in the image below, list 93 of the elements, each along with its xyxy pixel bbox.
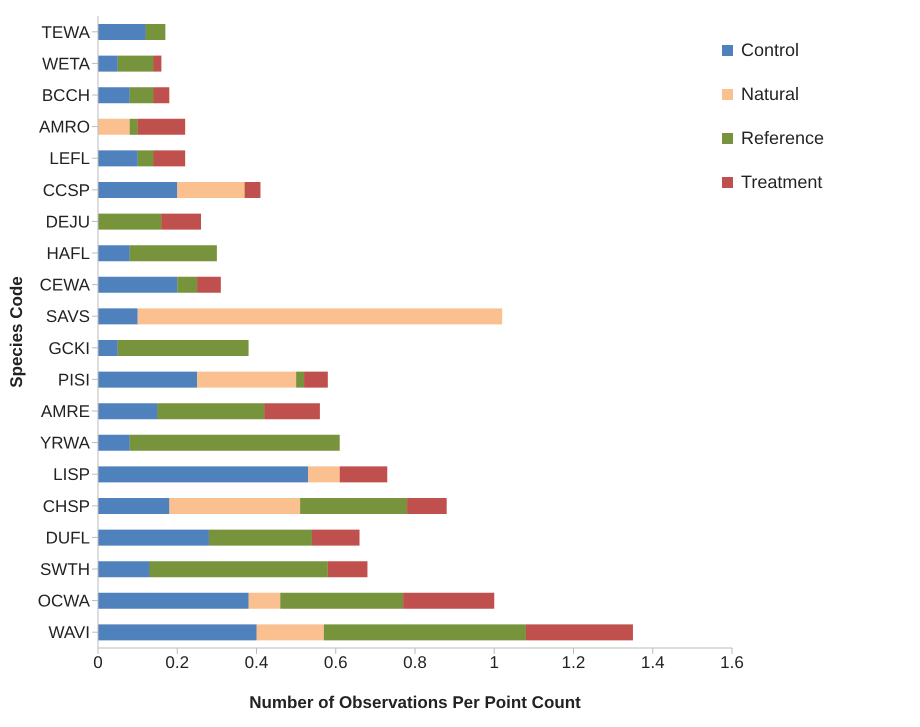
x-tick-label: 1.2 xyxy=(562,653,586,672)
bar xyxy=(98,24,146,40)
bar xyxy=(256,624,324,640)
x-tick-label: 1.4 xyxy=(640,653,665,672)
bar xyxy=(138,150,154,166)
bar xyxy=(296,372,304,388)
bar xyxy=(98,214,162,230)
bar xyxy=(208,530,312,546)
y-tick-label: WAVI xyxy=(48,623,90,642)
bar xyxy=(138,308,502,324)
y-tick-label: PISI xyxy=(58,370,90,390)
bar xyxy=(138,118,186,135)
y-tick-label: SAVS xyxy=(46,307,90,326)
bar xyxy=(177,182,245,198)
bar xyxy=(130,245,217,262)
y-tick-label: SWTH xyxy=(40,560,90,580)
y-tick-label: YRWA xyxy=(40,434,91,453)
legend-label: Reference xyxy=(741,128,824,148)
bar xyxy=(98,498,170,514)
y-tick-label: HAFL xyxy=(46,244,90,264)
bar xyxy=(118,56,154,72)
legend-label: Control xyxy=(741,40,800,60)
bar xyxy=(244,182,260,198)
bar xyxy=(98,592,249,609)
bar xyxy=(169,498,300,514)
bar xyxy=(153,150,186,166)
x-tick-label: 0.8 xyxy=(403,653,427,672)
bar xyxy=(98,56,118,72)
bar xyxy=(98,87,130,104)
bar xyxy=(407,498,447,514)
y-tick-label: LISP xyxy=(53,465,90,484)
bar xyxy=(280,592,404,609)
bar xyxy=(197,372,296,388)
bar xyxy=(98,245,130,262)
x-tick-label: 1.6 xyxy=(720,653,744,672)
bar xyxy=(118,340,249,356)
bar xyxy=(340,466,388,482)
bar xyxy=(98,403,158,420)
x-axis-title: Number of Observations Per Point Count xyxy=(249,693,582,712)
bar xyxy=(403,592,494,609)
bar xyxy=(98,434,130,451)
bar xyxy=(146,24,166,40)
bar xyxy=(98,150,138,166)
bar xyxy=(98,372,198,388)
bar xyxy=(98,118,130,135)
bar xyxy=(98,561,150,578)
bar xyxy=(248,592,280,609)
y-tick-label: DUFL xyxy=(46,528,90,548)
bar xyxy=(150,561,328,578)
bar xyxy=(98,466,308,482)
y-tick-label: DEJU xyxy=(46,212,90,232)
bar xyxy=(130,118,138,135)
bar xyxy=(304,372,328,388)
y-tick-label: TEWA xyxy=(42,22,91,42)
bar xyxy=(130,87,154,104)
y-tick-label: OCWA xyxy=(38,592,91,611)
y-tick-label: CCSP xyxy=(42,180,90,200)
bar xyxy=(153,87,170,104)
bar xyxy=(98,182,178,198)
bar xyxy=(98,530,209,546)
bar xyxy=(153,56,162,72)
y-tick-label: LEFL xyxy=(49,149,90,168)
bar xyxy=(98,276,178,293)
bar xyxy=(264,403,320,420)
bar xyxy=(526,624,633,640)
y-tick-label: CEWA xyxy=(40,276,91,295)
x-tick-label: 0.2 xyxy=(165,653,190,672)
bar xyxy=(300,498,408,514)
y-tick-label: WETA xyxy=(42,54,91,74)
x-tick-label: 0.6 xyxy=(324,653,348,672)
bar xyxy=(328,561,368,578)
bar xyxy=(157,403,264,420)
x-tick-label: 0 xyxy=(93,653,103,672)
y-axis-title: Species Code xyxy=(7,276,26,388)
y-tick-label: GCKI xyxy=(48,338,90,358)
y-tick-label: CHSP xyxy=(42,496,90,516)
bar xyxy=(161,214,202,230)
bar xyxy=(324,624,526,640)
bar xyxy=(98,624,256,640)
bar xyxy=(197,276,221,293)
x-tick-label: 0.4 xyxy=(244,653,268,672)
y-tick-label: BCCH xyxy=(42,86,90,106)
legend-label: Natural xyxy=(741,84,800,104)
bar xyxy=(98,308,138,324)
bar xyxy=(98,340,118,356)
y-tick-label: AMRO xyxy=(39,118,90,137)
bar xyxy=(177,276,198,293)
bar xyxy=(312,530,360,546)
bar xyxy=(308,466,340,482)
bar xyxy=(130,434,340,451)
x-tick-label: 1 xyxy=(490,653,499,672)
legend-label: Treatment xyxy=(741,172,822,192)
y-tick-label: AMRE xyxy=(40,402,90,422)
